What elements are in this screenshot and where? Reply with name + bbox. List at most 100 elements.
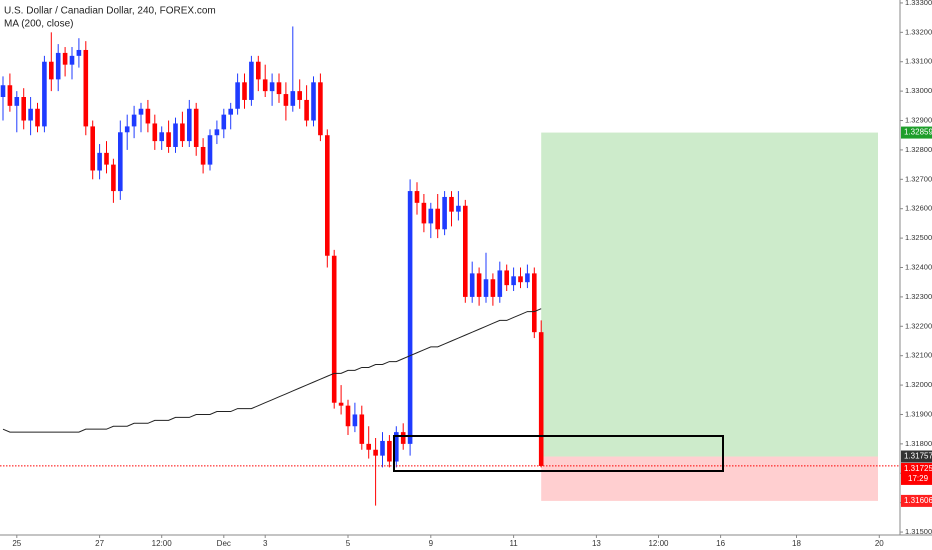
candle-body (407, 191, 413, 444)
target-label-box (901, 126, 932, 139)
x-tick-label: 27 (95, 539, 104, 548)
candle-body (173, 123, 178, 147)
x-tick-label: 3 (263, 539, 268, 548)
candle-body (124, 126, 130, 133)
x-tick-label: 25 (12, 539, 21, 548)
candle-body (456, 205, 461, 212)
candle-body (14, 97, 20, 106)
y-tick-label: 1.32000 (905, 380, 932, 389)
candle-body (414, 191, 420, 203)
candle-body (49, 61, 54, 80)
candle-body (249, 61, 254, 100)
candle-body (497, 270, 503, 297)
x-tick-label: 16 (716, 539, 725, 548)
x-tick-label: 9 (429, 539, 434, 548)
indicator-label: MA (200, close) (4, 19, 73, 30)
candle-body (35, 108, 40, 127)
candle-body (428, 208, 434, 224)
position-zones (541, 132, 878, 501)
countdown: 17:29 (908, 474, 929, 483)
entry-label-box (901, 450, 932, 463)
candle-body (262, 79, 268, 92)
candle-body (352, 414, 358, 427)
candle-body (338, 402, 344, 406)
candle-body (469, 273, 475, 297)
x-tick-label: 18 (792, 539, 801, 548)
candle-body (228, 108, 233, 115)
candle-body (318, 82, 323, 136)
chart-title: U.S. Dollar / Canadian Dollar, 240, FORE… (4, 6, 216, 17)
candle-body (400, 432, 406, 444)
candle-body (538, 332, 544, 466)
current-price-box (901, 462, 932, 485)
candle-body (359, 414, 365, 444)
candle-body (83, 49, 89, 127)
x-tick-label: Dec (217, 539, 231, 548)
candle-body (221, 114, 227, 130)
y-tick-label: 1.32900 (905, 116, 932, 125)
candle-body (290, 91, 296, 106)
moving-average (2, 308, 542, 433)
y-tick-label: 1.32100 (905, 351, 932, 360)
candle-body (345, 405, 351, 427)
candle-body (90, 126, 95, 171)
candle-body (283, 94, 289, 106)
stop-label: 1.31606 (904, 496, 932, 505)
candle-body (166, 132, 171, 147)
candle-body (104, 152, 109, 165)
candle-body (235, 82, 240, 109)
candle-body (394, 432, 399, 462)
candle-body (276, 82, 282, 95)
y-tick-label: 1.32300 (905, 292, 932, 301)
y-tick-label: 1.33200 (905, 27, 932, 36)
candle-body (366, 443, 371, 450)
candle-body (297, 91, 302, 100)
candle-body (442, 196, 447, 230)
y-tick-label: 1.31800 (905, 439, 932, 448)
y-tick-label: 1.32600 (905, 204, 932, 213)
candle-body (421, 202, 427, 224)
candle-body (387, 440, 392, 462)
target-label: 1.32859 (904, 128, 932, 137)
candle-body (269, 82, 275, 92)
x-tick-label: 11 (509, 539, 518, 548)
x-tick-label: 12:00 (648, 539, 669, 548)
candle-body (145, 108, 151, 124)
plot (0, 26, 900, 506)
candle-body (187, 108, 192, 142)
drawn-rectangle (393, 435, 724, 472)
candle-body (449, 196, 454, 212)
candle-body (380, 440, 385, 456)
candle-body (111, 164, 116, 192)
profit-zone (541, 132, 878, 457)
candle-body (0, 85, 6, 98)
current-price-label: 1.31725 (904, 464, 932, 473)
y-tick-label: 1.32700 (905, 174, 932, 183)
candle-body (483, 279, 489, 297)
candle-body (180, 123, 185, 142)
entry-label: 1.31757 (904, 452, 932, 461)
loss-zone (541, 456, 878, 501)
candle-body (21, 97, 26, 121)
y-tick-label: 1.31500 (905, 527, 932, 536)
y-tick-label: 1.33300 (905, 0, 932, 7)
y-tick-label: 1.32500 (905, 233, 932, 242)
candle-body (242, 82, 247, 100)
y-tick-label: 1.32800 (905, 145, 932, 154)
candle-body (118, 132, 123, 192)
stop-label-box (901, 494, 932, 507)
candle-body (76, 49, 82, 56)
x-tick-label: 13 (592, 539, 601, 548)
y-tick-label: 1.32400 (905, 262, 932, 271)
candle-body (138, 108, 144, 115)
candle-body (373, 449, 378, 456)
candle-body (214, 129, 220, 136)
candle-body (331, 255, 337, 403)
candle-body (525, 273, 530, 283)
candle-body (193, 108, 199, 147)
candle-body (69, 55, 75, 65)
candle-body (62, 52, 68, 65)
